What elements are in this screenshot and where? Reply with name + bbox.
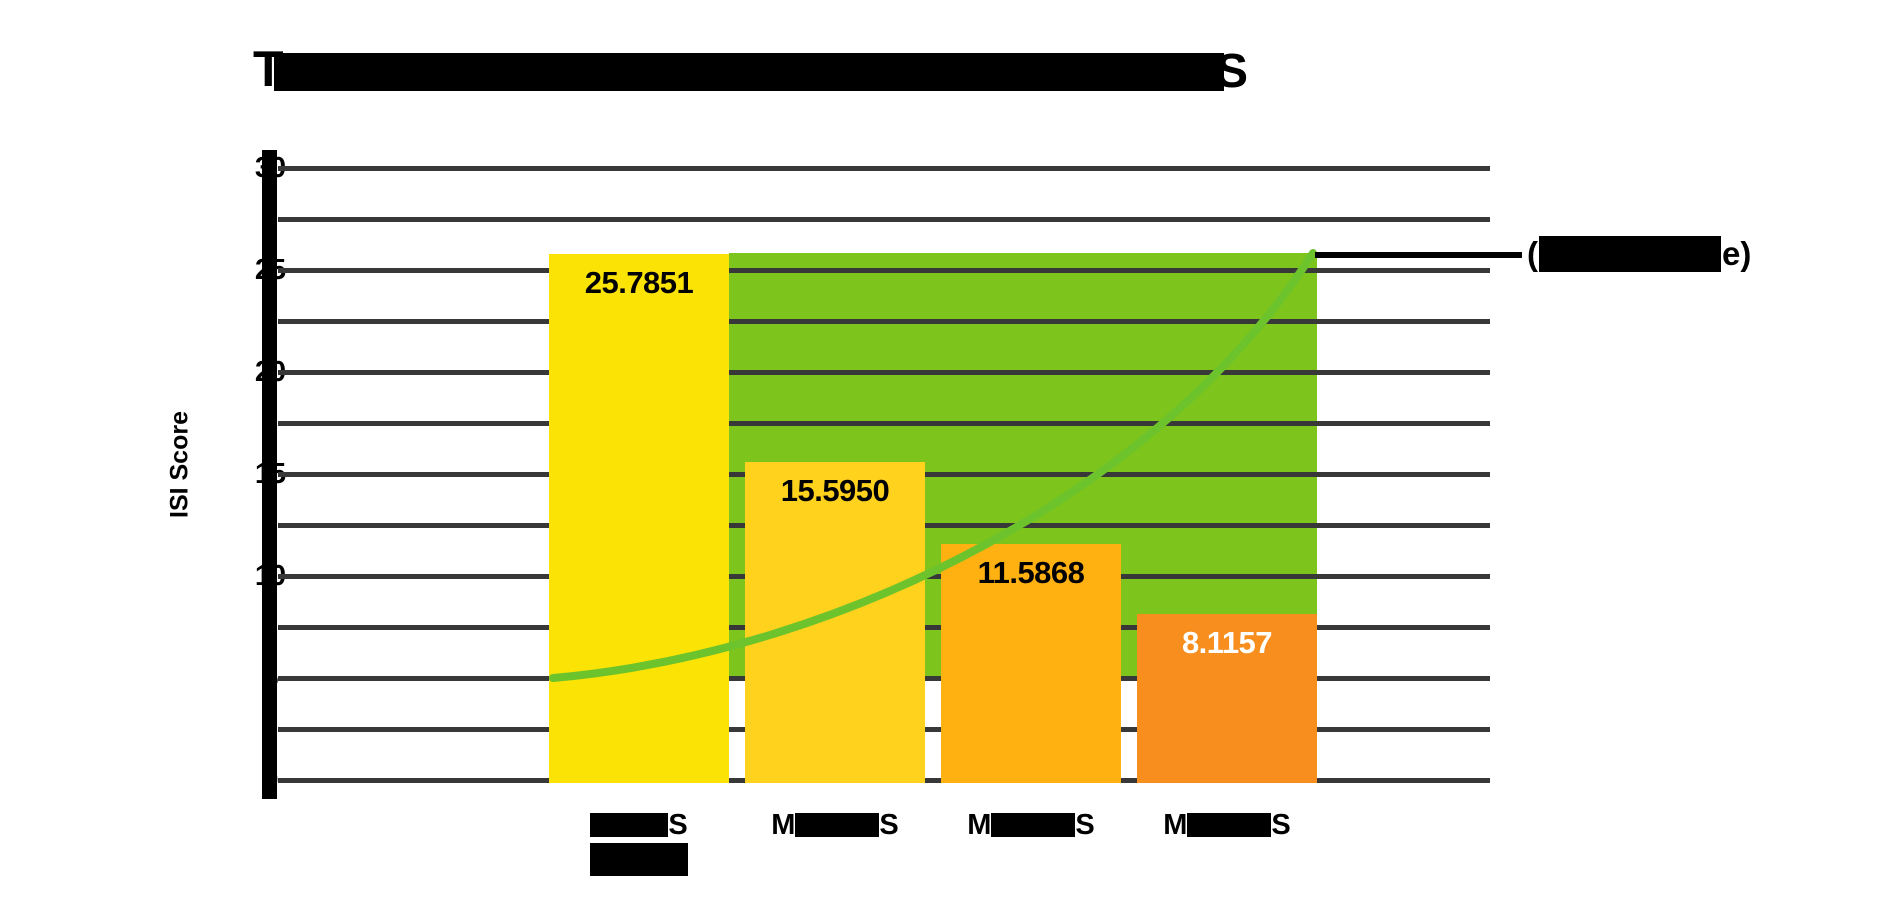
title-last-letter: S	[1216, 45, 1249, 98]
legend-prefix: (	[1527, 235, 1538, 272]
y-axis-title: ISI Score	[165, 411, 194, 518]
x-label-redaction-box	[590, 813, 669, 837]
bar-value-label: 25.7851	[584, 265, 694, 300]
bar-value-label: 15.5950	[780, 473, 890, 508]
bar	[549, 254, 729, 783]
x-axis-label-text: S	[590, 808, 688, 841]
x-label-last-letter: S	[1271, 808, 1291, 841]
gridline	[278, 370, 1490, 375]
bar-value-label: 11.5868	[977, 555, 1085, 590]
gridline	[278, 319, 1490, 324]
y-axis-line	[262, 150, 277, 799]
x-label-last-letter: S	[668, 808, 688, 841]
x-axis-label: S	[549, 808, 729, 876]
x-label-redaction-box	[1187, 813, 1272, 837]
bar-value-label: 8.1157	[1181, 625, 1273, 660]
legend-redaction-box	[1539, 236, 1721, 272]
legend-leader-line	[1315, 252, 1522, 258]
bar	[745, 462, 925, 783]
gridline	[278, 268, 1490, 273]
x-label-first-letter: M	[771, 808, 796, 841]
x-label-redaction-box	[991, 813, 1076, 837]
title-redaction-box	[274, 53, 1224, 91]
gridline	[278, 166, 1490, 171]
x-label-second-line-redaction-box	[590, 843, 688, 876]
x-label-first-letter: M	[967, 808, 992, 841]
x-label-last-letter: S	[1075, 808, 1095, 841]
x-label-redaction-box	[795, 813, 880, 837]
legend-suffix: e)	[1722, 235, 1752, 272]
legend-label: ( e)	[1527, 234, 1751, 274]
gridline	[278, 217, 1490, 222]
gridline	[278, 421, 1490, 426]
x-label-first-letter: M	[1163, 808, 1188, 841]
x-label-last-letter: S	[879, 808, 899, 841]
